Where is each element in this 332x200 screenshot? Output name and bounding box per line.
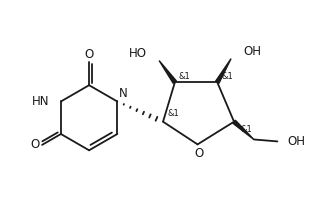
Text: N: N: [119, 87, 128, 100]
Text: O: O: [84, 48, 94, 61]
Text: O: O: [194, 147, 203, 160]
Text: &1: &1: [179, 72, 191, 81]
Polygon shape: [215, 59, 231, 83]
Text: &1: &1: [167, 109, 179, 118]
Polygon shape: [233, 120, 254, 139]
Text: O: O: [31, 138, 40, 151]
Text: &1: &1: [221, 72, 233, 81]
Polygon shape: [159, 61, 177, 83]
Text: HO: HO: [129, 47, 147, 60]
Text: HN: HN: [32, 95, 49, 108]
Text: OH: OH: [243, 45, 261, 58]
Text: OH: OH: [287, 135, 305, 148]
Text: &1: &1: [240, 125, 252, 134]
